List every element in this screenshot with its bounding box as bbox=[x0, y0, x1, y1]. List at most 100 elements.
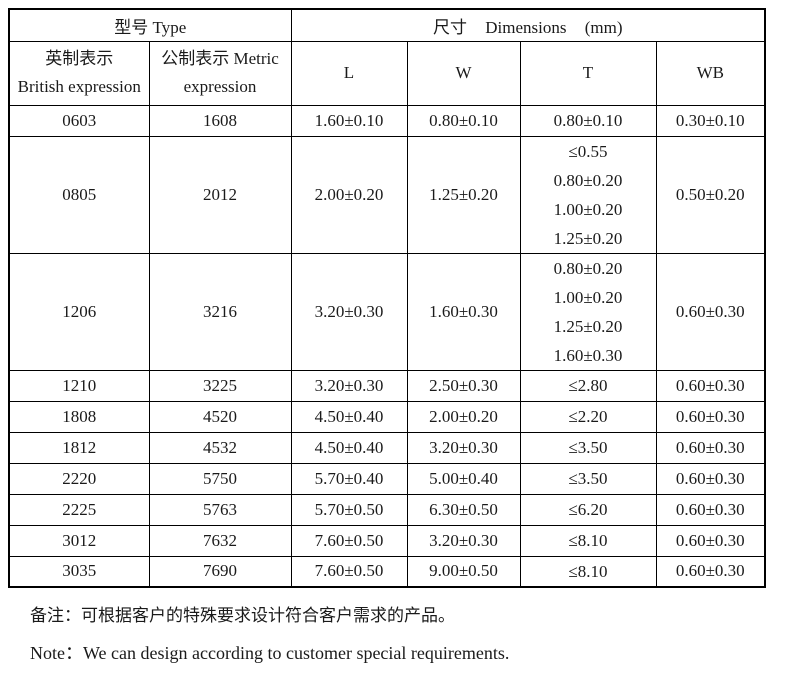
thickness-value: ≤8.10 bbox=[568, 561, 608, 581]
cell-length: 3.20±0.30 bbox=[290, 369, 408, 402]
cell-length: 1.60±0.10 bbox=[290, 104, 408, 137]
cell-metric-size: 4520 bbox=[148, 400, 292, 433]
cell-bandwidth: 0.30±0.10 bbox=[655, 104, 766, 137]
table-row: 1812 4532 4.50±0.40 3.20±0.30 ≤3.50 0.60±0.30 bbox=[8, 431, 766, 464]
column-header-metric-cn: 公制表示 Metric bbox=[161, 49, 279, 68]
dimensions-unit-label: (mm) bbox=[584, 17, 623, 37]
cell-length: 5.70±0.50 bbox=[290, 493, 408, 526]
cell-bandwidth: 0.60±0.30 bbox=[655, 462, 766, 495]
thickness-value: 1.00±0.20 bbox=[553, 199, 623, 219]
cell-length: 2.00±0.20 bbox=[290, 135, 408, 254]
cell-metric-size: 3225 bbox=[148, 369, 292, 402]
cell-thickness: ≤3.50 bbox=[519, 462, 657, 495]
thickness-value: ≤2.20 bbox=[568, 407, 608, 426]
cell-bandwidth: 0.60±0.30 bbox=[655, 555, 766, 588]
dimensions-label-en: Dimensions bbox=[485, 17, 567, 37]
note-chinese: 备注：可根据客户的特殊要求设计符合客户需求的产品。 bbox=[30, 606, 455, 625]
cell-british-size: 1808 bbox=[8, 400, 150, 433]
cell-thickness: ≤8.10 bbox=[519, 555, 657, 588]
cell-thickness: 0.80±0.10 bbox=[519, 104, 657, 137]
cell-metric-size: 5750 bbox=[148, 462, 292, 495]
cell-thickness: ≤8.10 bbox=[519, 524, 657, 557]
dimensions-group-header: 尺寸 Dimensions (mm) bbox=[290, 8, 766, 42]
cell-metric-size: 4532 bbox=[148, 431, 292, 464]
table-body: 0603 1608 1.60±0.10 0.80±0.10 0.80±0.10 0.30±… bbox=[8, 104, 766, 588]
thickness-value: ≤6.20 bbox=[568, 500, 608, 519]
cell-british-size: 1206 bbox=[8, 252, 150, 371]
cell-metric-size: 7632 bbox=[148, 524, 292, 557]
column-header-wb: WB bbox=[655, 40, 766, 106]
table-row: 3012 7632 7.60±0.50 3.20±0.30 ≤8.10 0.60±0.30 bbox=[8, 524, 766, 557]
thickness-value: ≤8.10 bbox=[568, 531, 608, 550]
cell-british-size: 0603 bbox=[8, 104, 150, 137]
note-english: Note：We can design according to customer… bbox=[30, 643, 510, 663]
thickness-value: 0.80±0.10 bbox=[553, 111, 623, 130]
cell-british-size: 0805 bbox=[8, 135, 150, 254]
cell-british-size: 2220 bbox=[8, 462, 150, 495]
type-group-header: 型号 Type bbox=[8, 8, 292, 42]
cell-thickness: ≤6.20 bbox=[519, 493, 657, 526]
table-row: 2220 5750 5.70±0.40 5.00±0.40 ≤3.50 0.60±0.30 bbox=[8, 462, 766, 495]
column-header-british: 英制表示 British expression bbox=[8, 40, 150, 106]
cell-width: 6.30±0.50 bbox=[406, 493, 521, 526]
table-row: 0805 2012 2.00±0.20 1.25±0.20 ≤0.55 0.80±0.20… bbox=[8, 135, 766, 254]
cell-width: 3.20±0.30 bbox=[406, 431, 521, 464]
thickness-value: 0.80±0.20 bbox=[553, 258, 623, 278]
column-header-british-en: British expression bbox=[17, 77, 141, 96]
thickness-value: ≤0.55 bbox=[568, 141, 608, 161]
column-header-british-cn: 英制表示 bbox=[45, 49, 114, 68]
table-row: 3035 7690 7.60±0.50 9.00±0.50 ≤8.10 0.60±0.30 bbox=[8, 555, 766, 588]
cell-bandwidth: 0.60±0.30 bbox=[655, 431, 766, 464]
thickness-value: ≤3.50 bbox=[568, 438, 608, 457]
column-header-metric-en: expression bbox=[183, 77, 257, 96]
dimensions-label-cn: 尺寸 bbox=[433, 17, 467, 37]
footnotes: 备注：可根据客户的特殊要求设计符合客户需求的产品。 Note：We can de… bbox=[8, 605, 792, 664]
cell-length: 3.20±0.30 bbox=[290, 252, 408, 371]
column-header-l: L bbox=[290, 40, 408, 106]
cell-width: 5.00±0.40 bbox=[406, 462, 521, 495]
cell-width: 0.80±0.10 bbox=[406, 104, 521, 137]
cell-bandwidth: 0.60±0.30 bbox=[655, 493, 766, 526]
column-header-metric: 公制表示 Metric expression bbox=[148, 40, 292, 106]
cell-metric-size: 5763 bbox=[148, 493, 292, 526]
cell-metric-size: 3216 bbox=[148, 252, 292, 371]
column-header-t: T bbox=[519, 40, 657, 106]
cell-british-size: 1812 bbox=[8, 431, 150, 464]
cell-length: 7.60±0.50 bbox=[290, 555, 408, 588]
table-row: 1206 3216 3.20±0.30 1.60±0.30 0.80±0.20 1.00±… bbox=[8, 252, 766, 371]
cell-length: 5.70±0.40 bbox=[290, 462, 408, 495]
cell-width: 1.60±0.30 bbox=[406, 252, 521, 371]
cell-british-size: 3012 bbox=[8, 524, 150, 557]
cell-bandwidth: 0.50±0.20 bbox=[655, 135, 766, 254]
thickness-value: 1.60±0.30 bbox=[553, 345, 623, 365]
cell-metric-size: 2012 bbox=[148, 135, 292, 254]
cell-bandwidth: 0.60±0.30 bbox=[655, 252, 766, 371]
table-row: 0603 1608 1.60±0.10 0.80±0.10 0.80±0.10 0.30±… bbox=[8, 104, 766, 137]
cell-thickness: ≤3.50 bbox=[519, 431, 657, 464]
column-header-w: W bbox=[406, 40, 521, 106]
cell-metric-size: 7690 bbox=[148, 555, 292, 588]
table-header-row-2: 英制表示 British expression 公制表示 Metric expr… bbox=[8, 40, 766, 106]
thickness-value: ≤3.50 bbox=[568, 469, 608, 488]
cell-width: 2.50±0.30 bbox=[406, 369, 521, 402]
cell-length: 4.50±0.40 bbox=[290, 431, 408, 464]
cell-british-size: 1210 bbox=[8, 369, 150, 402]
cell-british-size: 2225 bbox=[8, 493, 150, 526]
cell-bandwidth: 0.60±0.30 bbox=[655, 524, 766, 557]
cell-width: 2.00±0.20 bbox=[406, 400, 521, 433]
cell-width: 9.00±0.50 bbox=[406, 555, 521, 588]
thickness-value: 1.25±0.20 bbox=[553, 228, 623, 248]
thickness-value: 1.00±0.20 bbox=[553, 287, 623, 307]
cell-width: 3.20±0.30 bbox=[406, 524, 521, 557]
table-header-row-1: 型号 Type 尺寸 Dimensions (mm) bbox=[8, 8, 766, 42]
cell-length: 7.60±0.50 bbox=[290, 524, 408, 557]
thickness-value: ≤2.80 bbox=[568, 376, 608, 395]
cell-thickness: ≤2.20 bbox=[519, 400, 657, 433]
cell-length: 4.50±0.40 bbox=[290, 400, 408, 433]
cell-bandwidth: 0.60±0.30 bbox=[655, 369, 766, 402]
type-group-label: 型号 Type bbox=[114, 17, 187, 37]
cell-british-size: 3035 bbox=[8, 555, 150, 588]
cell-thickness: ≤0.55 0.80±0.20 1.00±0.20 1.25±0.20 bbox=[519, 135, 657, 254]
table-row: 1210 3225 3.20±0.30 2.50±0.30 ≤2.80 0.60±0.30 bbox=[8, 369, 766, 402]
